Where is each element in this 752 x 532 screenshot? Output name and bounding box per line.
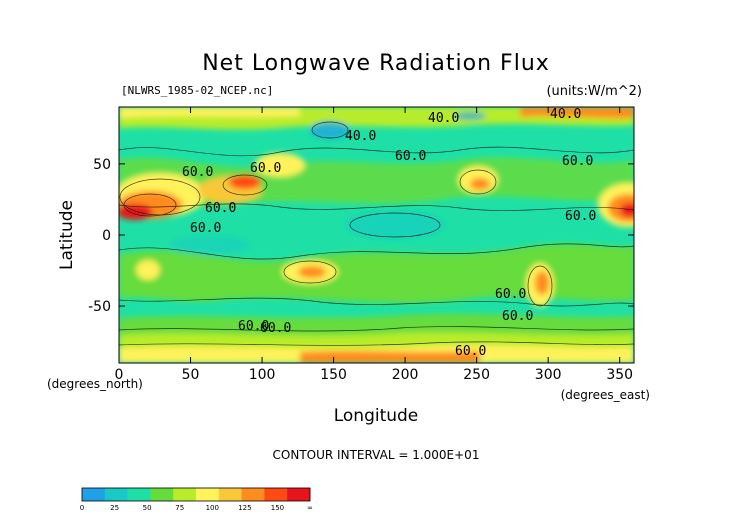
y-tick-label: 0 — [102, 228, 111, 244]
colorbar-tick-label: 100 — [206, 504, 219, 512]
x-tick-label: 350 — [606, 367, 633, 383]
colorbar-swatch — [218, 488, 242, 501]
x-tick-label: 250 — [463, 367, 490, 383]
colorbar-swatch — [287, 488, 311, 501]
colorbar-frame — [81, 487, 311, 502]
colorbar-tick-label: 150 — [271, 504, 284, 512]
colorbar-tick-label: 125 — [238, 504, 251, 512]
contour-label: 60.0 — [565, 209, 596, 224]
colorbar-tick-label: 25 — [110, 504, 119, 512]
contour-label: 40.0 — [550, 107, 581, 122]
colorbar-swatch — [82, 488, 106, 501]
contour-interval-label: CONTOUR INTERVAL = 1.000E+01 — [273, 448, 480, 462]
colorbar: 0 25 50 75 100 125 150 ∞ — [80, 487, 313, 512]
colorbar-swatch — [264, 488, 288, 501]
colorbar-swatch — [173, 488, 197, 501]
contour-label: 60.0 — [495, 287, 526, 302]
contour-label: 60.0 — [190, 221, 221, 236]
contour-label: 60.0 — [238, 319, 269, 334]
contour-label: 60.0 — [395, 149, 426, 164]
contour-label: 60.0 — [562, 154, 593, 169]
contour-label: 40.0 — [428, 111, 459, 126]
x-axis: 0 50 100 150 200 250 300 350 — [115, 107, 633, 383]
colorbar-swatch — [104, 488, 128, 501]
contour-label: 60.0 — [205, 201, 236, 216]
x-tick-label: 200 — [392, 367, 419, 383]
colorbar-swatch — [150, 488, 174, 501]
contour-label: 40.0 — [345, 129, 376, 144]
colorbar-swatch — [241, 488, 265, 501]
y-axis-label: Latitude — [57, 200, 77, 270]
y-tick-label: -50 — [88, 299, 111, 315]
contour-label: 60.0 — [502, 309, 533, 324]
colorbar-swatch — [196, 488, 220, 501]
colorbar-tick-label: 50 — [143, 504, 152, 512]
colorbar-swatch — [127, 488, 151, 501]
x-tick-label: 50 — [182, 367, 200, 383]
contour-label: 60.0 — [455, 344, 486, 359]
colorbar-tick-label: 0 — [80, 504, 84, 512]
colorbar-tick-label: 75 — [175, 504, 184, 512]
colorbar-tick-label: ∞ — [307, 504, 313, 512]
heatmap-field: 40.0 40.0 40.0 60.0 60.0 60.0 60.0 60.0 … — [119, 107, 634, 363]
contour-label: 60.0 — [260, 321, 291, 336]
x-tick-label: 300 — [535, 367, 562, 383]
x-tick-label: 150 — [320, 367, 347, 383]
contour-label: 60.0 — [250, 161, 281, 176]
x-tick-label: 0 — [115, 367, 124, 383]
x-axis-label: Longitude — [334, 406, 419, 426]
units-label: (units:W/m^2) — [546, 84, 642, 99]
x-unit-label: (degrees_east) — [561, 388, 650, 402]
y-tick-label: 50 — [93, 157, 111, 173]
y-axis: -50 0 50 — [88, 157, 634, 315]
contour-label: 60.0 — [182, 165, 213, 180]
y-unit-label: (degrees_north) — [47, 377, 143, 391]
source-file-label: [NLWRS_1985-02_NCEP.nc] — [121, 84, 273, 97]
chart-title: Net Longwave Radiation Flux — [202, 51, 550, 76]
x-tick-label: 100 — [249, 367, 276, 383]
